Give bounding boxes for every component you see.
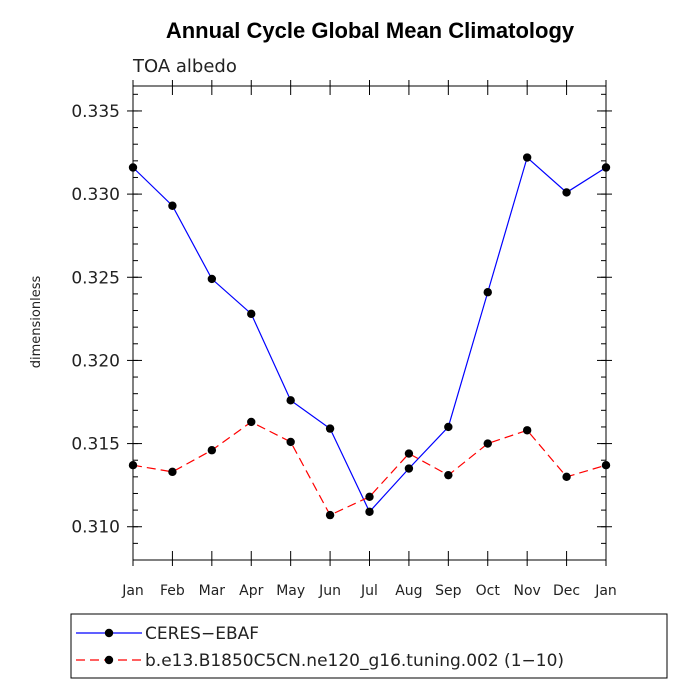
x-tick-label: Jan <box>121 583 144 599</box>
series-2-point <box>128 461 138 470</box>
series-layer <box>128 153 611 520</box>
series-2-point <box>444 470 453 480</box>
y-tick-label: 0.310 <box>71 518 120 538</box>
x-tick-label: Jan <box>594 583 617 599</box>
series-1-point <box>444 422 453 432</box>
series-1-point <box>522 153 532 162</box>
series-2-point <box>483 439 492 448</box>
series-2-point <box>601 461 611 470</box>
series-1-point <box>128 163 138 172</box>
x-tick-label: Nov <box>514 583 541 599</box>
x-tick-label: Apr <box>239 583 263 599</box>
series-2-point <box>562 472 571 482</box>
y-tick-label: 0.320 <box>71 351 120 371</box>
y-axis-label: dimensionless <box>29 276 44 369</box>
x-tick-label: Dec <box>553 583 580 599</box>
series-2-point <box>247 417 256 427</box>
series-line-2 <box>132 421 607 516</box>
series-2-point <box>404 449 414 458</box>
x-tick-label: Jun <box>318 583 341 599</box>
series-2-point <box>207 446 217 455</box>
series-2-point <box>365 492 374 501</box>
x-tick-label: Mar <box>199 583 226 599</box>
series-2-point <box>325 510 335 520</box>
y-tick-label: 0.335 <box>71 102 120 122</box>
y-tick-label: 0.325 <box>71 268 120 288</box>
legend-label-2: b.e13.B1850C5CN.ne120_g16.tuning.002 (1−… <box>145 651 564 671</box>
chart-subtitle: TOA albedo <box>132 56 237 77</box>
plot-frame <box>132 85 607 561</box>
legend-marker-1 <box>104 628 114 638</box>
legend: CERES−EBAF b.e13.B1850C5CN.ne120_g16.tuni… <box>70 613 668 679</box>
series-2-point <box>168 467 177 477</box>
x-tick-label: Jul <box>360 583 378 599</box>
series-1-point <box>483 288 492 297</box>
series-1-point <box>562 188 571 197</box>
legend-marker-2 <box>104 655 114 665</box>
axis-ticks: 0.310 0.315 0.320 0.325 0.330 0.335 Jan Feb Mar A… <box>71 80 617 599</box>
series-1-point <box>601 163 611 172</box>
legend-label-1: CERES−EBAF <box>145 624 259 644</box>
series-1-point <box>247 309 256 319</box>
x-tick-label: Feb <box>160 583 185 599</box>
series-1-point <box>325 424 335 433</box>
series-1-point <box>207 274 217 284</box>
legend-box <box>70 613 668 679</box>
y-tick-label: 0.330 <box>71 185 120 205</box>
x-tick-label: May <box>276 583 305 599</box>
y-tick-label: 0.315 <box>71 435 120 455</box>
x-tick-label: Sep <box>435 583 462 599</box>
series-1-point <box>365 507 374 516</box>
series-1-point <box>404 464 414 473</box>
series-1-point <box>286 396 295 405</box>
series-1-point <box>168 201 177 210</box>
x-tick-label: Oct <box>476 583 501 599</box>
x-tick-label: Aug <box>395 583 422 599</box>
series-2-point <box>522 426 532 435</box>
chart-title: Annual Cycle Global Mean Climatology <box>166 18 575 43</box>
series-line-1 <box>132 156 607 513</box>
series-2-point <box>286 437 295 447</box>
